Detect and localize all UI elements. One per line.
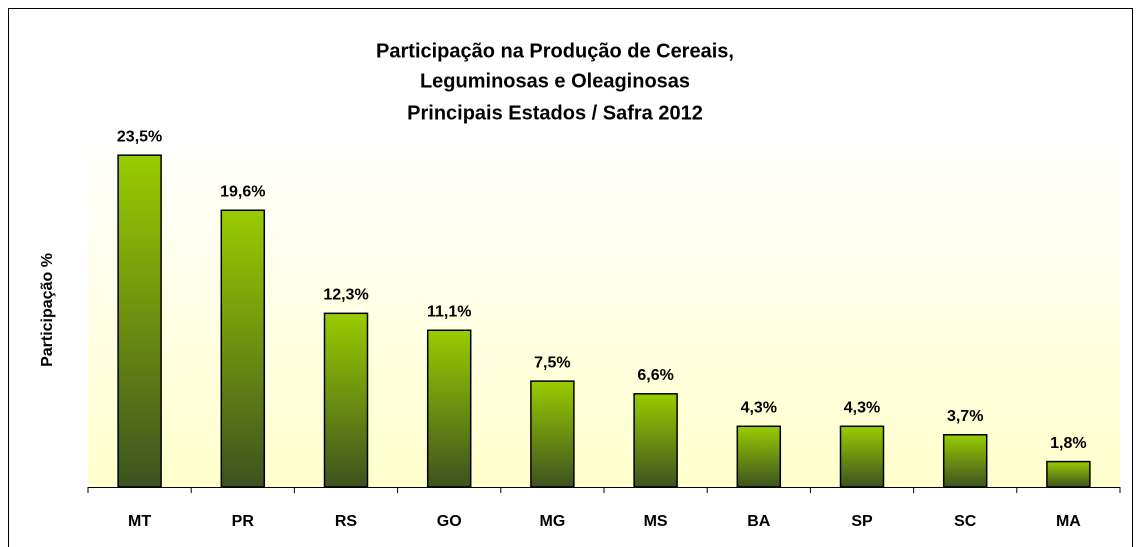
value-label: 1,8% <box>1050 435 1086 452</box>
value-label: 4,3% <box>741 400 777 417</box>
x-tick-label: MS <box>644 513 668 530</box>
y-axis-label: Participação % <box>39 253 56 367</box>
x-tick-label: MT <box>128 513 151 530</box>
x-tick-label: SC <box>954 513 977 530</box>
value-label: 19,6% <box>220 183 265 200</box>
bar <box>942 434 988 488</box>
bar <box>220 209 266 488</box>
x-tick-label: MA <box>1056 513 1081 530</box>
value-label: 6,6% <box>637 367 673 384</box>
value-label: 23,5% <box>117 128 162 145</box>
bar <box>633 393 678 488</box>
chart-title: Leguminosas e Oleaginosas <box>420 70 690 92</box>
value-label: 4,3% <box>844 400 880 417</box>
bar <box>1046 460 1091 488</box>
bar <box>530 380 575 488</box>
value-label: 12,3% <box>323 287 368 304</box>
bar <box>323 312 369 488</box>
bar <box>839 425 885 488</box>
x-tick-label: BA <box>747 513 771 530</box>
value-label: 3,7% <box>947 408 983 425</box>
chart-title: Principais Estados / Safra 2012 <box>407 102 703 124</box>
bar <box>426 329 472 488</box>
x-tick-label: SP <box>851 513 873 530</box>
value-label: 7,5% <box>534 354 570 371</box>
x-tick-label: MG <box>540 513 566 530</box>
value-label: 11,1% <box>427 303 471 320</box>
x-tick-label: RS <box>335 513 358 530</box>
chart-title: Participação na Produção de Cereais, <box>376 40 734 62</box>
bar <box>117 154 162 488</box>
x-tick-label: PR <box>232 513 255 530</box>
x-tick-label: GO <box>437 513 462 530</box>
bar <box>736 425 782 488</box>
